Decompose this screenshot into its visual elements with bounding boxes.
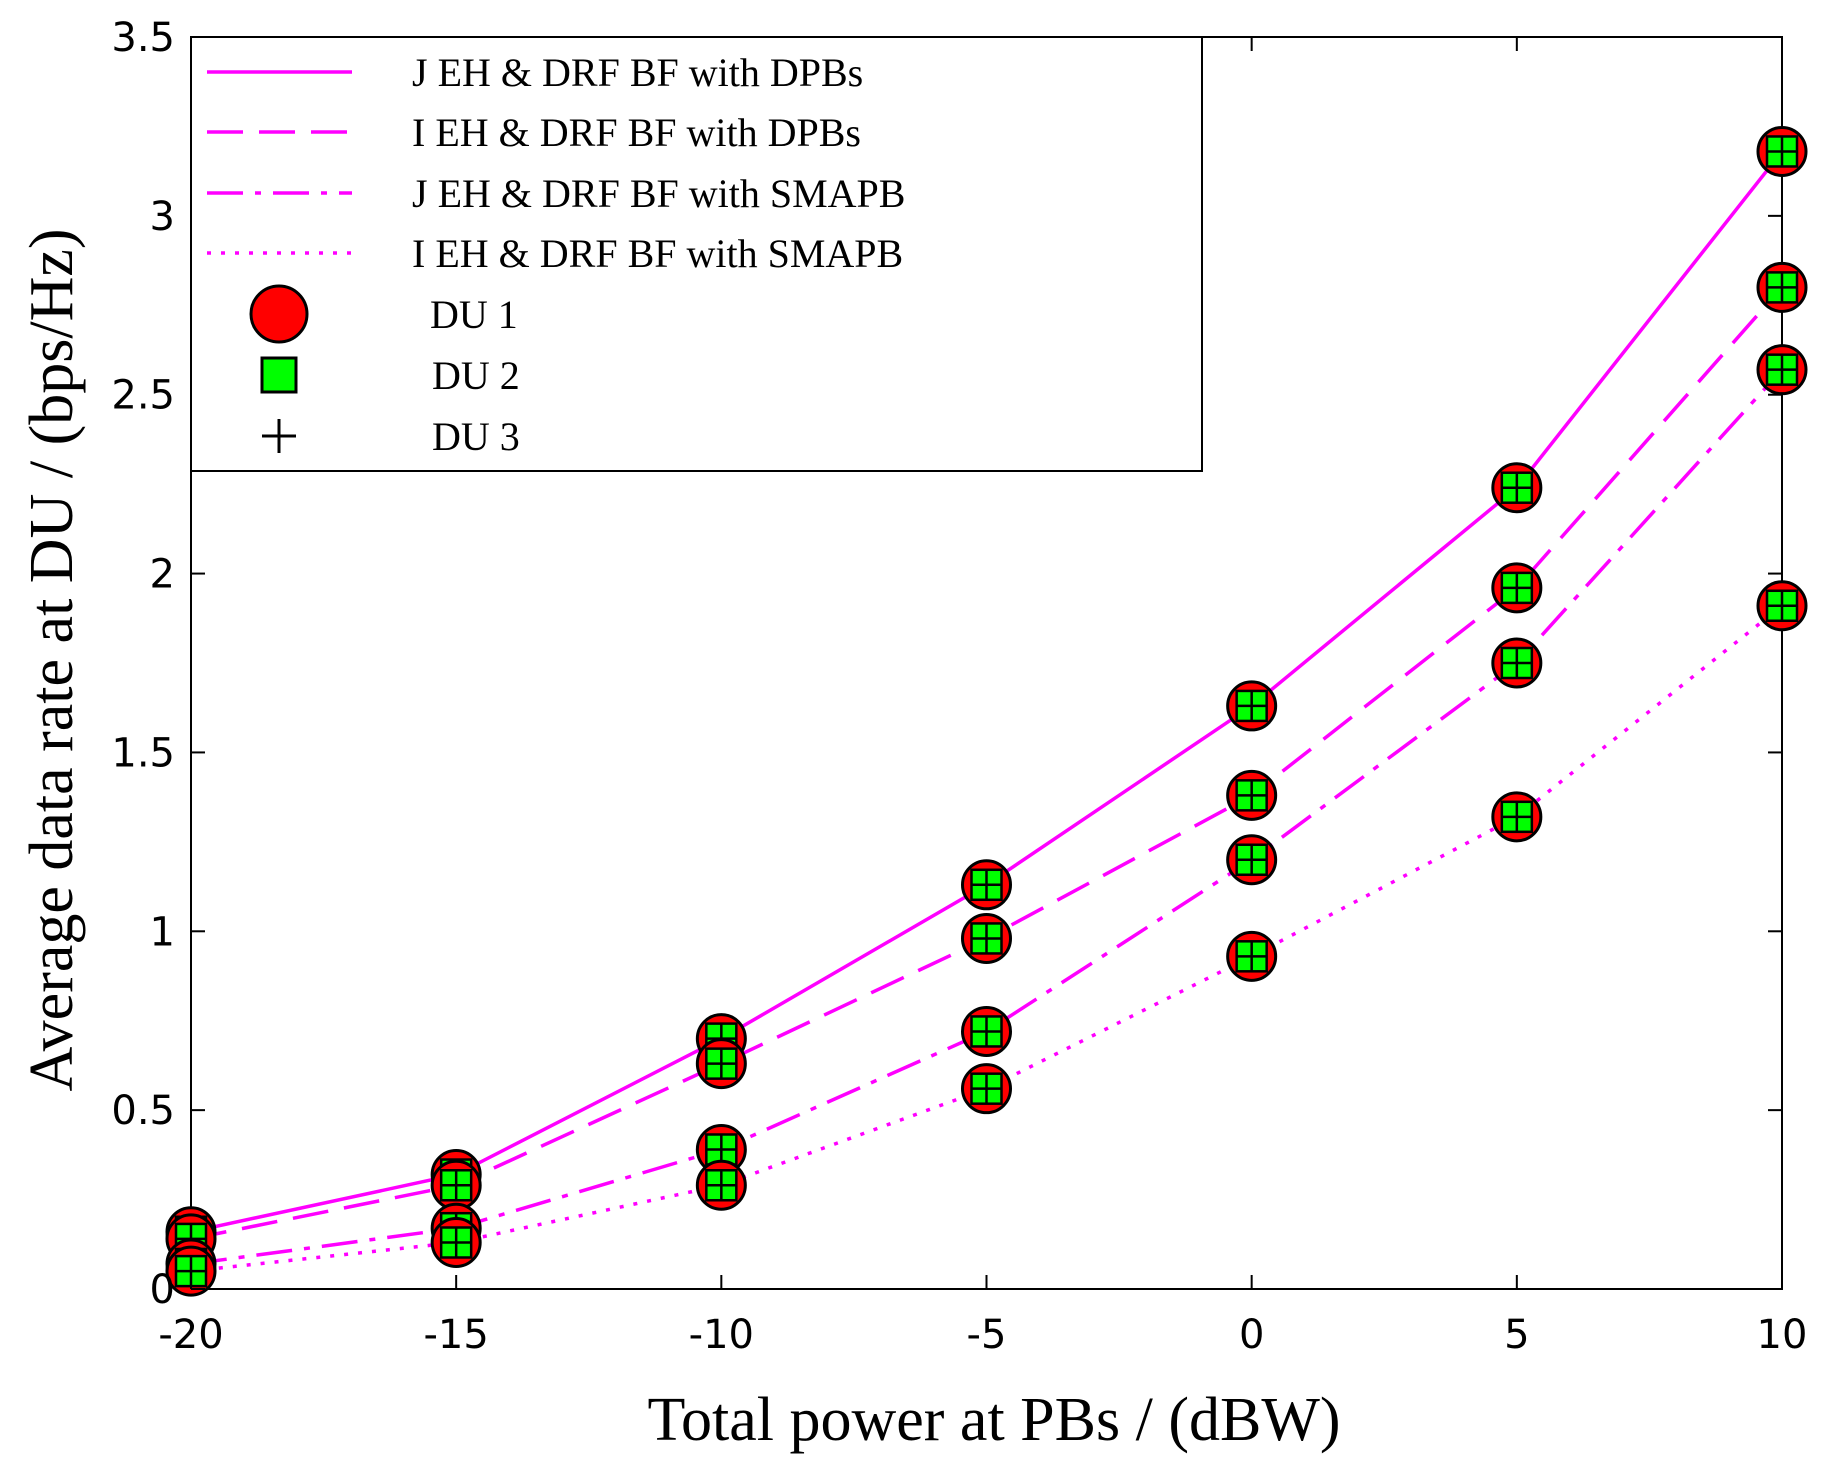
legend-du1-marker (249, 284, 309, 344)
x-tick-label: -10 (689, 1312, 754, 1358)
y-tick-label: 1 (150, 909, 175, 955)
y-tick-label: 0 (150, 1267, 175, 1313)
data-point-s2-3 (961, 912, 1012, 964)
data-point-s4-3 (961, 1063, 1012, 1115)
data-point-s4-4 (1226, 930, 1278, 982)
y-tick-label: 3.5 (111, 15, 175, 61)
tick-layer: -20 -15 -10 -5 0 5 10 0 0.5 1 1.5 2 2.5 3 3.5 (111, 15, 1807, 1358)
x-tick-label: -15 (423, 1312, 488, 1358)
data-point-s3-6 (1756, 344, 1808, 396)
y-tick-label: 2.5 (111, 373, 175, 419)
legend-box (190, 36, 1203, 472)
data-point-s1-5 (1491, 462, 1543, 514)
data-point-s2-1 (430, 1159, 482, 1211)
y-axis-title: Average data rate at DU / (bps/Hz) (18, 228, 86, 1091)
legend-label-4: I EH & DRF BF with SMAPB (412, 231, 903, 276)
legend-label-du3: DU 3 (432, 414, 520, 459)
data-point-s2-4 (1226, 769, 1278, 821)
y-tick-label: 1.5 (111, 730, 175, 776)
data-point-s4-5 (1491, 791, 1543, 843)
data-point-s4-1 (430, 1216, 482, 1268)
y-tick-label: 2 (150, 552, 175, 598)
x-tick-label: 0 (1239, 1312, 1264, 1358)
legend-label-2: I EH & DRF BF with DPBs (412, 110, 861, 155)
legend-label-1: J EH & DRF BF with DPBs (412, 50, 863, 95)
legend-du2-marker (260, 356, 298, 394)
data-point-s1-3 (961, 859, 1012, 911)
data-point-s1-6 (1756, 125, 1808, 177)
data-point-s4-6 (1756, 580, 1808, 632)
x-axis-title: Total power at PBs / (dBW) (647, 1386, 1340, 1454)
y-tick-label: 0.5 (111, 1088, 175, 1134)
y-tick-label: 3 (150, 194, 175, 240)
data-point-s3-4 (1226, 834, 1278, 886)
series-line-3 (190, 368, 1784, 1266)
data-point-s3-3 (961, 1005, 1012, 1057)
x-tick-label: -5 (967, 1312, 1007, 1358)
x-tick-label: 5 (1504, 1312, 1529, 1358)
data-point-s2-6 (1756, 261, 1808, 313)
data-point-s2-2 (695, 1038, 747, 1090)
legend-label-du2: DU 2 (432, 353, 520, 398)
data-point-s2-5 (1491, 562, 1543, 614)
legend-label-3: J EH & DRF BF with SMAPB (412, 171, 905, 216)
legend-label-du1: DU 1 (430, 292, 518, 337)
data-point-s3-5 (1491, 637, 1543, 689)
data-point-s4-2 (695, 1159, 747, 1211)
x-tick-label: -20 (158, 1312, 223, 1358)
legend: J EH & DRF BF with DPBs I EH & DRF BF wit… (190, 36, 1203, 472)
data-point-s1-4 (1226, 680, 1278, 732)
x-tick-label: 10 (1757, 1312, 1808, 1358)
